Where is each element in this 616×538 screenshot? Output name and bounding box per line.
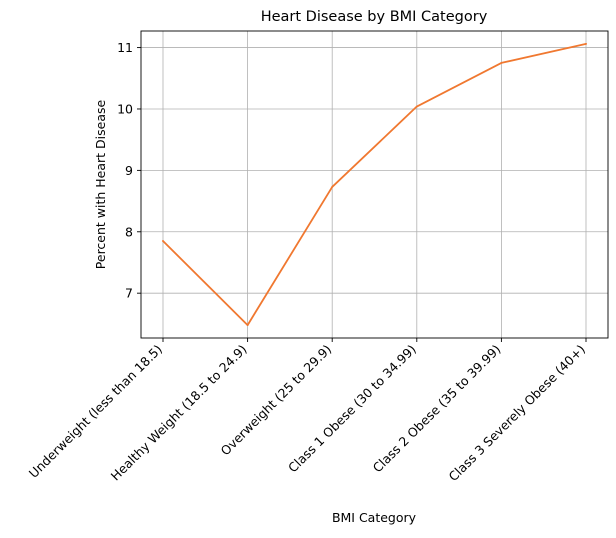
x-tick-label: Underweight (less than 18.5) [26, 342, 165, 481]
x-tick-label: Class 3 Severely Obese (40+) [446, 342, 589, 485]
data-point [415, 105, 418, 108]
plot-frame [140, 30, 609, 339]
data-point [162, 240, 164, 242]
y-tick-label: 10 [117, 101, 133, 116]
y-axis-label: Percent with Heart Disease [93, 99, 108, 269]
y-tick-label: 7 [125, 286, 133, 301]
data-point [331, 186, 334, 188]
x-tick-label: Healthy Weight (18.5 to 24.9) [108, 342, 250, 484]
data-point [585, 42, 587, 45]
series-layer [162, 42, 587, 327]
data-point [500, 62, 503, 64]
x-axis-label: BMI Category [332, 510, 417, 525]
y-tick-label: 8 [125, 224, 133, 239]
y-tick-label: 9 [125, 163, 133, 178]
series-line [162, 42, 587, 327]
axis-ticks: 7 8 9 10 11 Underweight (less than 18.5)Healt… [26, 40, 588, 484]
grid-lines [141, 31, 608, 338]
data-point [246, 324, 249, 327]
chart-title: Heart Disease by BMI Category [261, 9, 488, 25]
y-tick-label: 11 [117, 40, 133, 55]
